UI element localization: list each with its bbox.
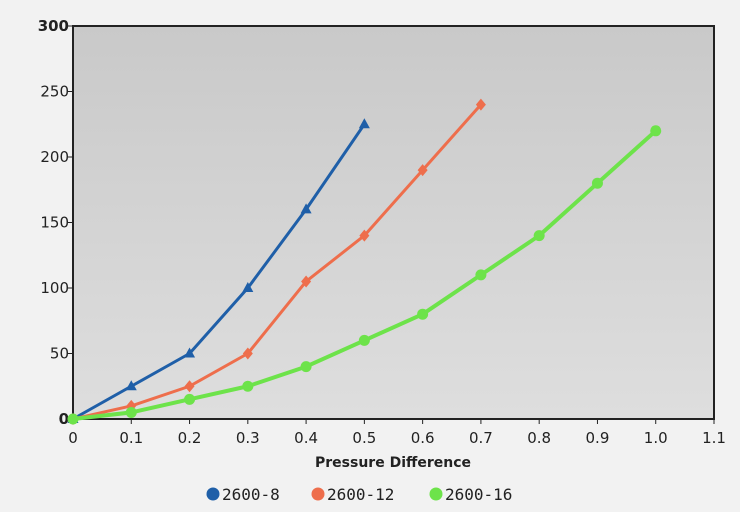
data-point-marker[interactable] — [300, 203, 312, 214]
data-point-marker[interactable] — [417, 308, 429, 320]
legend-label: 2600-16 — [445, 485, 512, 504]
x-tick-label: 0.7 — [469, 429, 493, 447]
x-tick-label: 0.1 — [119, 429, 143, 447]
x-tick-label: 0.4 — [294, 429, 318, 447]
legend[interactable]: 2600-8 2600-12 2600-16 — [206, 485, 513, 504]
x-tick-label: 0 — [68, 429, 78, 447]
y-tick-label: 250 — [40, 83, 69, 101]
data-point-marker[interactable] — [67, 413, 79, 425]
x-tick-label: 0.5 — [352, 429, 376, 447]
x-tick-label: 1.0 — [644, 429, 668, 447]
x-tick-label: 0.8 — [527, 429, 551, 447]
legend-label: 2600-8 — [222, 485, 280, 504]
axis-ticks: 0 0.1 0.2 0.3 0.4 0.5 0.6 0.7 0.8 0.9 1.0 1.1 0 50 100… — [38, 17, 726, 447]
x-tick-label: 0.2 — [178, 429, 202, 447]
legend-item[interactable]: 2600-16 — [429, 485, 513, 504]
legend-item[interactable]: 2600-8 — [206, 485, 280, 504]
data-point-marker[interactable] — [125, 406, 137, 418]
data-point-marker[interactable] — [475, 269, 487, 281]
y-tick-label: 0 — [59, 410, 69, 428]
legend-item[interactable]: 2600-12 — [311, 485, 395, 504]
y-tick-label: 50 — [50, 345, 69, 363]
data-point-marker[interactable] — [184, 347, 196, 358]
legend-swatch — [206, 487, 220, 501]
x-tick-label: 0.6 — [411, 429, 435, 447]
y-tick-label: 100 — [40, 279, 69, 297]
data-point-marker[interactable] — [417, 164, 428, 177]
data-point-marker[interactable] — [301, 275, 312, 288]
data-point-marker[interactable] — [300, 361, 312, 373]
y-tick-label: 300 — [38, 17, 69, 35]
series-layer — [67, 98, 662, 425]
legend-label: 2600-12 — [327, 485, 394, 504]
series-line — [72, 103, 483, 421]
data-point-marker[interactable] — [184, 380, 195, 393]
y-tick-label: 150 — [40, 214, 69, 232]
data-point-marker[interactable] — [359, 229, 370, 242]
data-point-marker[interactable] — [650, 125, 662, 137]
data-point-marker[interactable] — [242, 380, 254, 392]
series-2600-16 — [67, 125, 662, 425]
data-point-marker[interactable] — [533, 230, 545, 242]
data-point-marker[interactable] — [242, 282, 254, 292]
legend-swatch — [429, 487, 443, 501]
legend-swatch — [311, 487, 325, 501]
data-point-marker[interactable] — [358, 334, 370, 346]
data-point-marker[interactable] — [125, 380, 137, 391]
data-point-marker[interactable] — [591, 177, 603, 189]
data-point-marker[interactable] — [358, 118, 370, 129]
series-line — [72, 123, 366, 421]
plot-area — [72, 25, 715, 420]
data-point-marker[interactable] — [242, 347, 253, 360]
x-tick-label: 0.3 — [236, 429, 260, 447]
x-axis-title: Pressure Difference — [315, 455, 471, 471]
data-point-marker[interactable] — [184, 393, 196, 405]
x-tick-label: 0.9 — [586, 429, 610, 447]
x-tick-label: 1.1 — [702, 429, 726, 447]
y-tick-label: 200 — [40, 148, 69, 166]
data-point-marker[interactable] — [475, 98, 486, 111]
